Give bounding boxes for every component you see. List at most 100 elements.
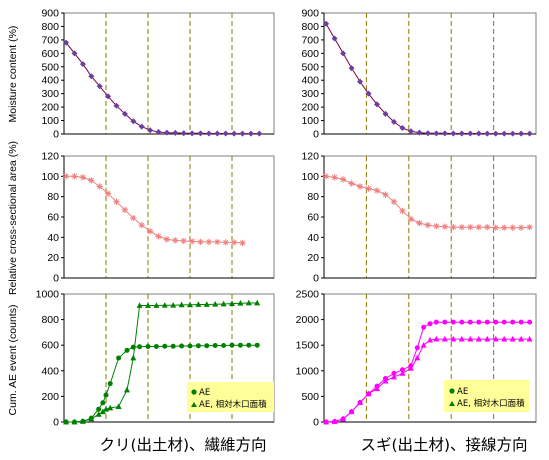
data-point xyxy=(365,90,372,97)
data-point xyxy=(104,190,112,197)
data-point xyxy=(382,191,389,198)
data-point xyxy=(441,130,448,137)
data-point xyxy=(484,130,491,137)
legend-kuri: AE AE, 相対木口面積 xyxy=(187,382,274,412)
data-point xyxy=(115,403,122,410)
data-point xyxy=(163,236,171,243)
data-point xyxy=(427,321,433,327)
data-point xyxy=(155,233,162,240)
data-point xyxy=(96,83,103,90)
data-point xyxy=(178,301,185,308)
data-point xyxy=(399,207,406,215)
data-point xyxy=(526,223,533,231)
data-point xyxy=(163,129,170,136)
data-point xyxy=(203,301,210,307)
data-point xyxy=(220,300,227,307)
data-point xyxy=(121,206,129,214)
y-tick-label: 60 xyxy=(47,212,59,224)
data-point xyxy=(237,300,244,306)
y-tick-label: 0 xyxy=(313,129,319,141)
y-label-ae: Cum. AE event (counts) xyxy=(7,305,19,416)
y-tick-label: 500 xyxy=(301,391,319,403)
data-point xyxy=(229,300,235,306)
data-point xyxy=(365,390,372,397)
data-point xyxy=(88,73,95,80)
data-point xyxy=(374,101,380,108)
data-point xyxy=(229,342,235,348)
legend-label-ae-area: AE, 相対木口面積 xyxy=(199,399,267,410)
data-point xyxy=(424,221,432,229)
data-point xyxy=(475,130,482,137)
data-point xyxy=(124,386,130,393)
data-point xyxy=(493,319,499,325)
legend-box xyxy=(187,382,274,412)
legend-label-ae: AE xyxy=(457,387,468,397)
data-point xyxy=(399,370,406,376)
y-tick-label: 120 xyxy=(41,151,59,163)
data-point xyxy=(339,176,347,183)
data-point xyxy=(414,354,421,361)
legend-circle-marker xyxy=(449,388,455,394)
y-tick-label: 100 xyxy=(301,115,319,127)
y-tick-label: 900 xyxy=(41,8,59,20)
data-point xyxy=(323,20,330,27)
data-point xyxy=(414,345,420,351)
data-point xyxy=(331,174,338,181)
data-point xyxy=(116,355,122,361)
data-point xyxy=(526,130,533,137)
data-point xyxy=(424,130,431,137)
y-tick-label: 120 xyxy=(301,151,319,163)
data-point xyxy=(189,130,196,137)
y-tick-label: 200 xyxy=(301,102,319,114)
y-tick-label: 600 xyxy=(41,340,59,352)
y-tick-label: 100 xyxy=(41,115,59,127)
legend-box xyxy=(444,380,529,412)
data-point xyxy=(71,418,78,425)
data-point xyxy=(322,173,330,180)
data-point xyxy=(433,130,440,137)
data-point xyxy=(62,173,70,180)
y-tick-label: 20 xyxy=(47,252,59,264)
data-point xyxy=(390,198,398,205)
data-point xyxy=(492,335,499,342)
legend-label-ae-area: AE, 相対木口面積 xyxy=(457,398,525,409)
data-point xyxy=(399,124,406,131)
data-point xyxy=(433,335,440,342)
y-tick-label: 2500 xyxy=(296,289,320,301)
data-point xyxy=(79,61,86,68)
y-tick-label: 900 xyxy=(301,8,319,20)
y-tick-label: 800 xyxy=(41,21,59,33)
y-tick-label: 1000 xyxy=(296,365,320,377)
data-point xyxy=(96,183,103,190)
data-point xyxy=(492,130,499,137)
data-point xyxy=(475,335,482,342)
data-point xyxy=(441,223,449,230)
data-point xyxy=(197,130,204,137)
data-point xyxy=(147,127,154,134)
data-point xyxy=(526,335,533,342)
y-tick-label: 0 xyxy=(313,417,319,429)
data-point xyxy=(138,123,145,130)
data-point xyxy=(348,408,355,415)
data-point xyxy=(88,177,95,184)
data-point xyxy=(433,319,439,325)
y-tick-label: 0 xyxy=(53,417,59,429)
y-tick-label: 300 xyxy=(301,88,319,100)
data-point xyxy=(124,347,130,353)
data-point xyxy=(433,222,440,230)
data-point xyxy=(136,302,143,308)
data-point xyxy=(146,228,154,235)
data-point xyxy=(467,335,474,342)
data-point xyxy=(197,238,204,246)
y-tick-label: 0 xyxy=(313,273,319,285)
data-point xyxy=(145,343,151,349)
plot-area xyxy=(323,12,537,135)
data-point xyxy=(71,50,78,57)
data-point xyxy=(212,301,219,307)
data-point xyxy=(501,224,508,231)
data-point xyxy=(63,39,70,46)
data-point xyxy=(476,319,482,325)
data-point xyxy=(195,301,202,307)
